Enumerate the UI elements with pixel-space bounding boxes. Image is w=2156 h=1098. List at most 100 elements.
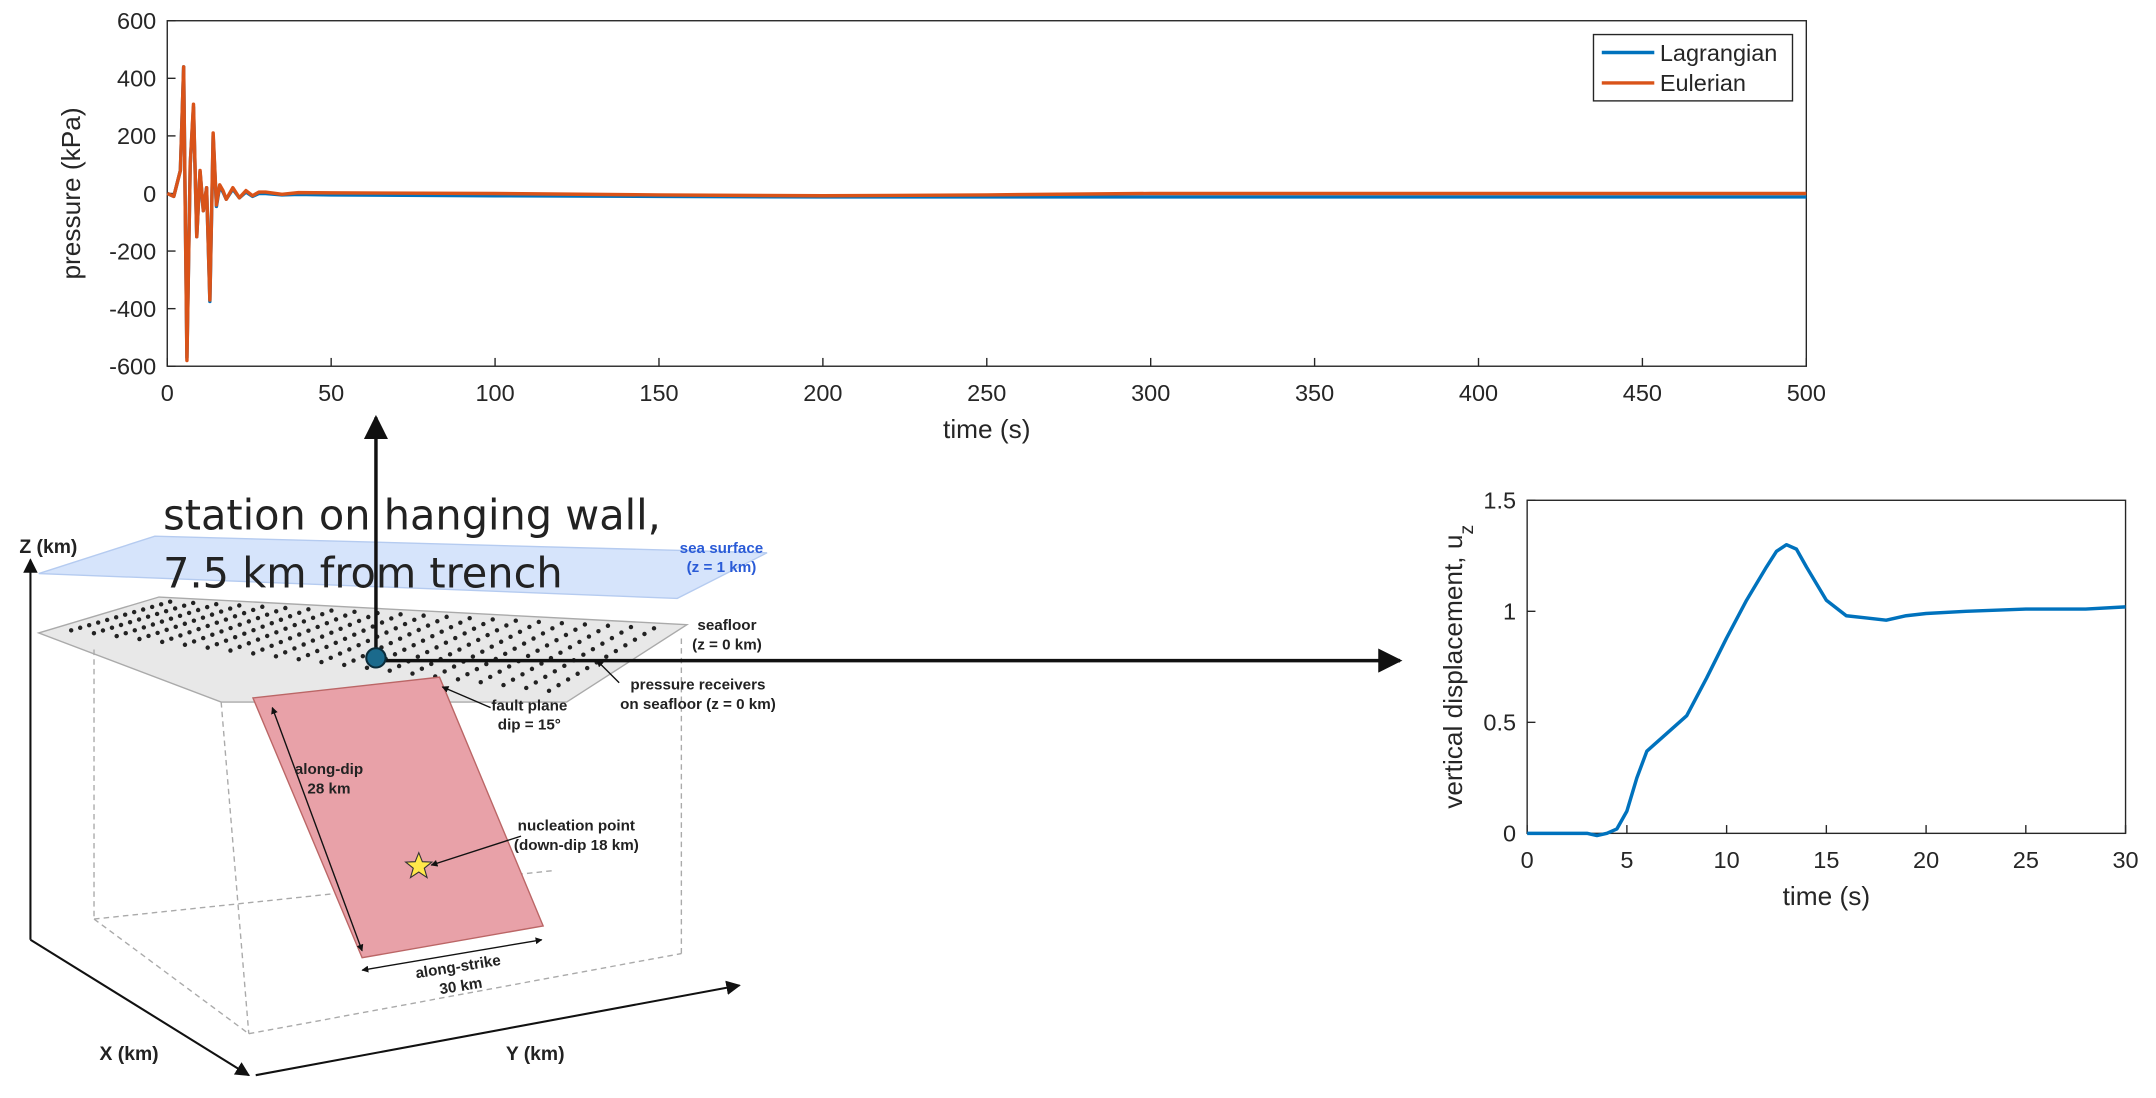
receiver [118, 622, 124, 628]
receiver [169, 636, 174, 641]
receiver [200, 635, 206, 641]
receiver [623, 643, 628, 648]
receiver [575, 671, 580, 676]
axis-label: X (km) [100, 1043, 159, 1065]
receiver [127, 620, 133, 625]
receiver [544, 643, 550, 648]
receiver [164, 627, 169, 633]
receiver [278, 639, 284, 645]
x-tick-label: 0 [1521, 847, 1534, 873]
receiver [584, 665, 590, 671]
receiver [177, 613, 183, 619]
receiver [563, 632, 569, 638]
receiver [565, 677, 571, 682]
diagram: Z (km) X (km) Y (km) sea surface (z = 1 … [19, 535, 776, 1077]
receiver [251, 627, 256, 633]
y-axis-label-text: pressure (kPa) [56, 107, 86, 279]
receiver [136, 617, 142, 622]
receiver [260, 624, 265, 629]
receiver [351, 658, 356, 663]
x-tick-label: 15 [1813, 847, 1839, 873]
receiver [310, 638, 316, 643]
receiver [502, 651, 508, 657]
receiver [104, 617, 110, 623]
receiver [214, 641, 220, 647]
receiver [430, 633, 435, 639]
receiver [315, 624, 320, 630]
receiver [178, 633, 183, 638]
receiver [361, 628, 366, 633]
receiver [333, 617, 339, 622]
receiver [475, 637, 481, 643]
receiver [297, 610, 302, 615]
receiver [521, 641, 527, 646]
x-tick-label: 10 [1714, 847, 1740, 873]
receiver [278, 617, 284, 622]
receiver [470, 654, 476, 659]
receiver [506, 664, 512, 669]
receiver [306, 628, 311, 633]
plot-area [1526, 499, 2127, 835]
receiver [324, 620, 330, 626]
label: dip = 15° [498, 717, 561, 734]
receiver [471, 626, 477, 631]
receiver [481, 621, 486, 627]
receiver [328, 655, 333, 661]
line [1527, 542, 2126, 838]
receiver [462, 631, 467, 636]
receiver [573, 627, 578, 632]
x-tick-label: 5 [1620, 847, 1633, 873]
receiver [577, 639, 582, 645]
pointer [430, 835, 522, 867]
receiver [552, 669, 558, 674]
sea-surface [38, 535, 768, 600]
receiver [402, 621, 408, 627]
receiver [352, 632, 357, 637]
receiver [210, 632, 215, 637]
receiver [95, 620, 101, 625]
receiver [356, 642, 361, 648]
receiver [260, 647, 265, 652]
receiver [191, 639, 197, 644]
receiver [209, 612, 215, 617]
receiver [604, 654, 609, 659]
receiver [581, 652, 586, 657]
receiver [412, 617, 417, 623]
y-axis-label-text: vertical displacement, u [1438, 535, 1468, 809]
receiver [494, 628, 500, 633]
y-tick-label: 200 [117, 123, 156, 149]
receiver [447, 652, 453, 657]
station [365, 647, 387, 669]
receiver [540, 631, 546, 636]
receiver [305, 652, 311, 658]
receiver [424, 649, 430, 655]
receiver [365, 638, 371, 644]
receiver [155, 630, 160, 636]
receiver [434, 645, 439, 650]
receiver [480, 649, 485, 654]
receiver [360, 653, 366, 659]
receiver [205, 623, 210, 629]
receiver [190, 600, 196, 606]
receiver [319, 659, 324, 665]
receiver [250, 607, 256, 613]
label: pressure receivers [630, 677, 765, 694]
x-tick-label: 100 [475, 380, 514, 406]
receiver [605, 623, 611, 628]
y-tick-label: -600 [109, 354, 156, 380]
receiver [223, 617, 229, 622]
receiver [149, 604, 155, 610]
y-tick-label: 0.5 [1483, 710, 1516, 736]
receiver [264, 612, 270, 617]
label: (down-dip 18 km) [514, 837, 639, 854]
receiver [407, 632, 412, 637]
receiver [535, 648, 540, 653]
receiver [488, 674, 493, 680]
x-tick-label: 50 [318, 380, 344, 406]
receiver [218, 609, 224, 614]
receiver [237, 622, 242, 627]
receiver [237, 644, 242, 650]
receiver [296, 656, 301, 662]
receiver [146, 633, 151, 639]
box [93, 638, 683, 1035]
